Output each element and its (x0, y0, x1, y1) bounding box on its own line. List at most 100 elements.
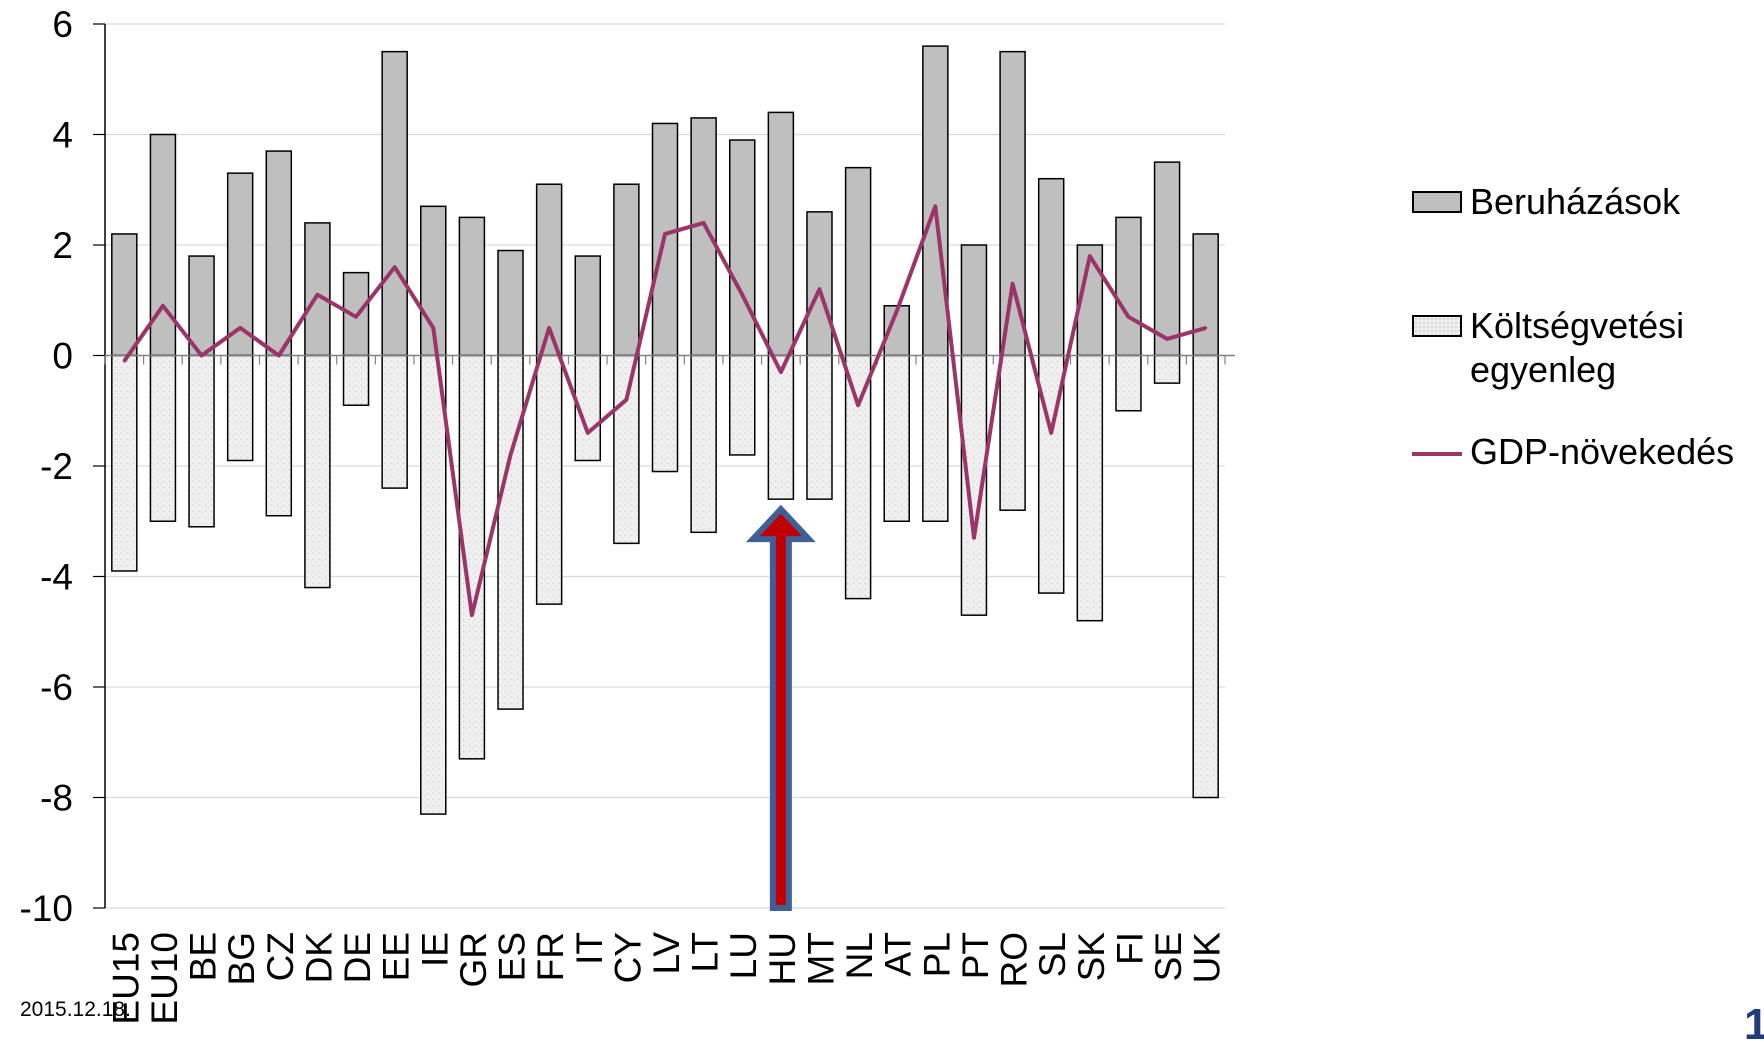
bar-investment-CZ (266, 151, 291, 355)
bar-investment-UK (1193, 234, 1218, 356)
bar-investment-SL (1039, 179, 1064, 356)
gdp-point-CY (625, 398, 628, 401)
legend-item-gdp-growth: GDP-növekedés (1412, 430, 1740, 474)
bar-investment-LU (730, 140, 755, 355)
y-tick-label: -10 (20, 888, 73, 929)
gdp-point-HU (779, 371, 782, 374)
gdp-point-IE (432, 326, 435, 329)
y-tick-label: 0 (52, 336, 73, 377)
x-tick-label-BG: BG (221, 932, 262, 985)
bar-budget-balance-NL (846, 356, 871, 599)
x-tick-label-DK: DK (298, 932, 339, 984)
gdp-point-LV (664, 232, 667, 235)
x-tick-label-EU10: EU10 (144, 932, 185, 1025)
bar-budget-balance-DE (344, 356, 369, 406)
x-tick-label-UK: UK (1187, 932, 1228, 984)
x-tick-label-RO: RO (994, 932, 1035, 988)
gdp-point-NL (857, 404, 860, 407)
bar-budget-balance-LU (730, 356, 755, 455)
page-number: 19 (1744, 1000, 1764, 1050)
gdp-point-RO (1011, 282, 1014, 285)
x-tick-label-GR: GR (453, 932, 494, 988)
gdp-point-FI (1127, 315, 1130, 318)
bar-budget-balance-RO (1000, 356, 1025, 511)
bar-budget-balance-BE (189, 356, 214, 527)
bar-budget-balance-LV (653, 356, 678, 472)
bar-investment-IT (575, 256, 600, 355)
bar-budget-balance-CY (614, 356, 639, 544)
x-tick-label-FR: FR (530, 932, 571, 981)
bar-budget-balance-SK (1077, 356, 1102, 621)
bar-budget-balance-LT (691, 356, 716, 533)
gdp-point-IT (586, 431, 589, 434)
legend-label-budget-balance: Költségvetési egyenleg (1470, 304, 1740, 392)
bar-budget-balance-CZ (266, 356, 291, 516)
legend-label-gdp-growth: GDP-növekedés (1470, 430, 1740, 474)
bar-budget-balance-ES (498, 356, 523, 710)
x-tick-label-LU: LU (723, 932, 764, 979)
gdp-point-EU15 (123, 360, 126, 363)
gdp-point-BG (239, 326, 242, 329)
bar-investment-SE (1155, 162, 1180, 355)
bar-budget-balance-PL (923, 356, 948, 522)
gdp-point-AT (895, 310, 898, 313)
gdp-point-LU (741, 293, 744, 296)
bar-investment-CY (614, 184, 639, 355)
x-tick-label-PT: PT (955, 932, 996, 979)
x-tick-label-CY: CY (607, 932, 648, 983)
gdp-point-LT (702, 221, 705, 224)
bar-investment-ES (498, 251, 523, 356)
x-tick-label-EE: EE (376, 932, 417, 981)
hu-arrow-annotation (753, 509, 809, 908)
y-tick-label: -2 (40, 446, 73, 487)
gdp-point-SE (1166, 337, 1169, 340)
bar-budget-balance-HU (768, 356, 793, 500)
bar-investment-EU10 (150, 135, 175, 356)
bar-investment-HU (768, 112, 793, 355)
x-tick-label-FI: FI (1109, 932, 1150, 965)
bar-budget-balance-EE (382, 356, 407, 489)
x-tick-label-AT: AT (878, 932, 919, 977)
bar-investment-DK (305, 223, 330, 356)
bar-investment-EE (382, 52, 407, 356)
gdp-point-ES (509, 453, 512, 456)
gdp-point-DK (316, 293, 319, 296)
legend-swatch-gdp-growth (1412, 452, 1462, 456)
gdp-point-FR (548, 326, 551, 329)
x-tick-label-BE: BE (183, 932, 224, 981)
x-tick-label-SL: SL (1032, 932, 1073, 977)
gdp-point-CZ (277, 354, 280, 357)
x-tick-label-ES: ES (492, 932, 533, 981)
hu-arrow (753, 509, 809, 908)
x-tick-labels: EU15EU10BEBGCZDKDEEEIEGRESFRITCYLVLTLUHU… (105, 932, 1227, 1025)
x-tick-label-DE: DE (337, 932, 378, 983)
bar-investment-PT (961, 245, 986, 356)
legend-item-investment: Beruházások (1412, 180, 1740, 224)
y-tick-label: -6 (40, 667, 73, 708)
y-tick-label: 2 (52, 225, 73, 266)
gdp-point-MT (818, 288, 821, 291)
bar-investment-EU15 (112, 234, 137, 356)
bar-budget-balance-SE (1155, 356, 1180, 384)
legend-swatch-investment (1412, 191, 1462, 213)
bar-budget-balance-UK (1193, 356, 1218, 798)
y-tick-label: -4 (40, 557, 73, 598)
x-tick-label-PL: PL (916, 932, 957, 977)
legend-swatch-budget-balance (1412, 315, 1462, 337)
x-tick-label-CZ: CZ (260, 932, 301, 981)
gdp-point-BE (200, 354, 203, 357)
bar-budget-balance-EU10 (150, 356, 175, 522)
gdp-point-GR (470, 614, 473, 617)
bar-investment-NL (846, 168, 871, 356)
y-tick-labels: 6 4 2 0 -2 -4 -6 -8 -10 (20, 4, 73, 929)
gdp-point-UK (1204, 326, 1207, 329)
bar-investment-GR (459, 217, 484, 355)
footer-date: 2015.12.18. (20, 998, 131, 1022)
bar-budget-balance-AT (884, 356, 909, 522)
bar-budget-balance-DK (305, 356, 330, 588)
y-tick-label: 6 (52, 4, 73, 45)
x-tick-label-MT: MT (800, 932, 841, 985)
bar-budget-balance-EU15 (112, 356, 137, 571)
gdp-point-PL (934, 205, 937, 208)
bar-budget-balance-FI (1116, 356, 1141, 411)
